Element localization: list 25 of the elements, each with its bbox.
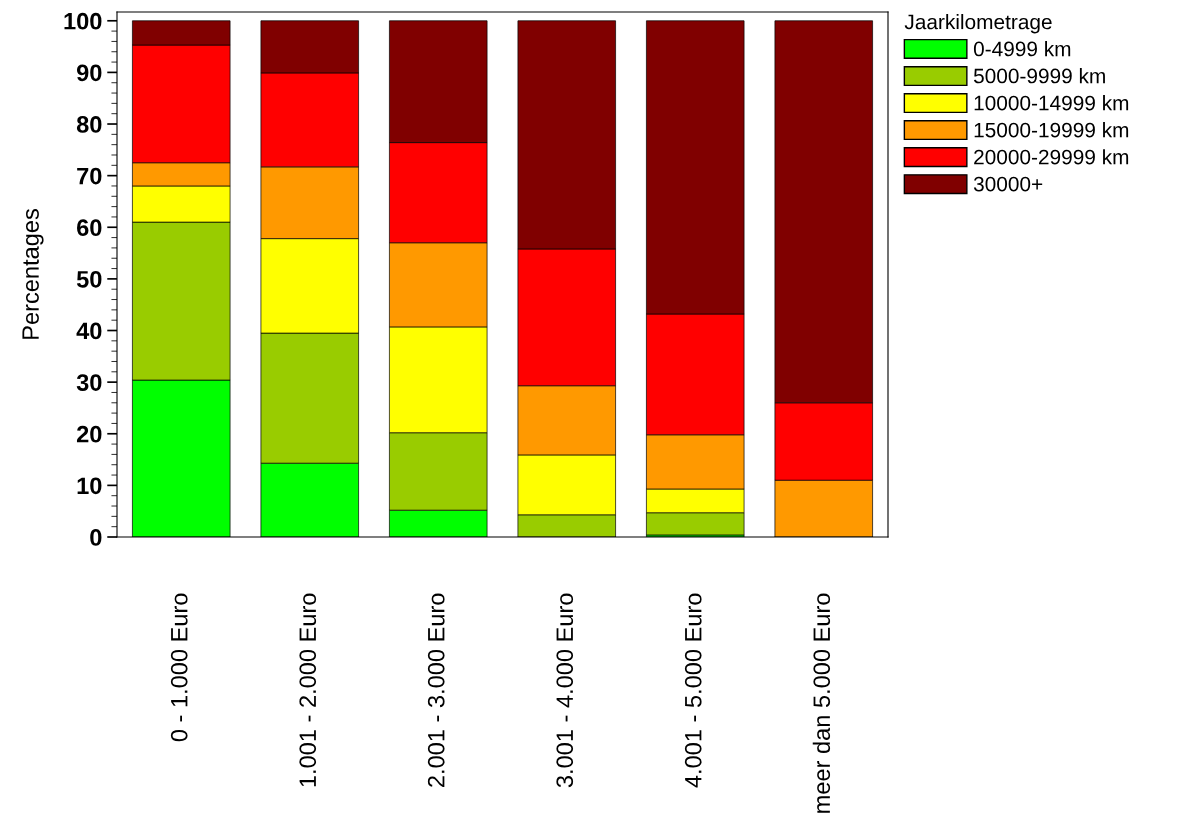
legend-title: Jaarkilometrage bbox=[904, 14, 1052, 34]
x-tick-label: 2.001 - 3.000 Euro bbox=[427, 593, 445, 787]
legend-label: 30000+ bbox=[973, 176, 1043, 192]
y-tick-label: 60 bbox=[77, 219, 102, 237]
y-tick-label: 70 bbox=[77, 167, 102, 185]
y-tick-label: 100 bbox=[64, 12, 102, 30]
x-tick-label: meer dan 5.000 Euro bbox=[812, 593, 831, 813]
y-tick-label: 20 bbox=[76, 425, 102, 443]
x-tick-label: 0 - 1.000 Euro bbox=[170, 593, 188, 742]
y-tick-label: 90 bbox=[76, 64, 102, 82]
legend-label: 10000-14999 km bbox=[974, 95, 1129, 111]
y-tick-label: 50 bbox=[76, 270, 102, 288]
y-tick-label: 40 bbox=[76, 322, 102, 340]
x-tick-label: 3.001 - 4.000 Euro bbox=[556, 593, 574, 788]
x-tick-label: 4.001 - 5.000 Euro bbox=[684, 593, 702, 788]
legend-label: 15000-19999 km bbox=[974, 122, 1129, 138]
legend-label: 5000-9999 km bbox=[973, 68, 1105, 84]
y-tick-label: 0 bbox=[90, 529, 102, 546]
y-tick-label: 10 bbox=[77, 477, 102, 495]
x-tick-label: 1.001 - 2.000 Euro bbox=[299, 593, 317, 787]
y-axis-title: Percentages bbox=[22, 209, 44, 339]
legend-label: 0-4999 km bbox=[973, 41, 1071, 57]
y-tick-label: 30 bbox=[76, 374, 102, 391]
y-tick-label: 80 bbox=[76, 116, 102, 133]
legend-label: 20000-29999 km bbox=[974, 149, 1129, 165]
